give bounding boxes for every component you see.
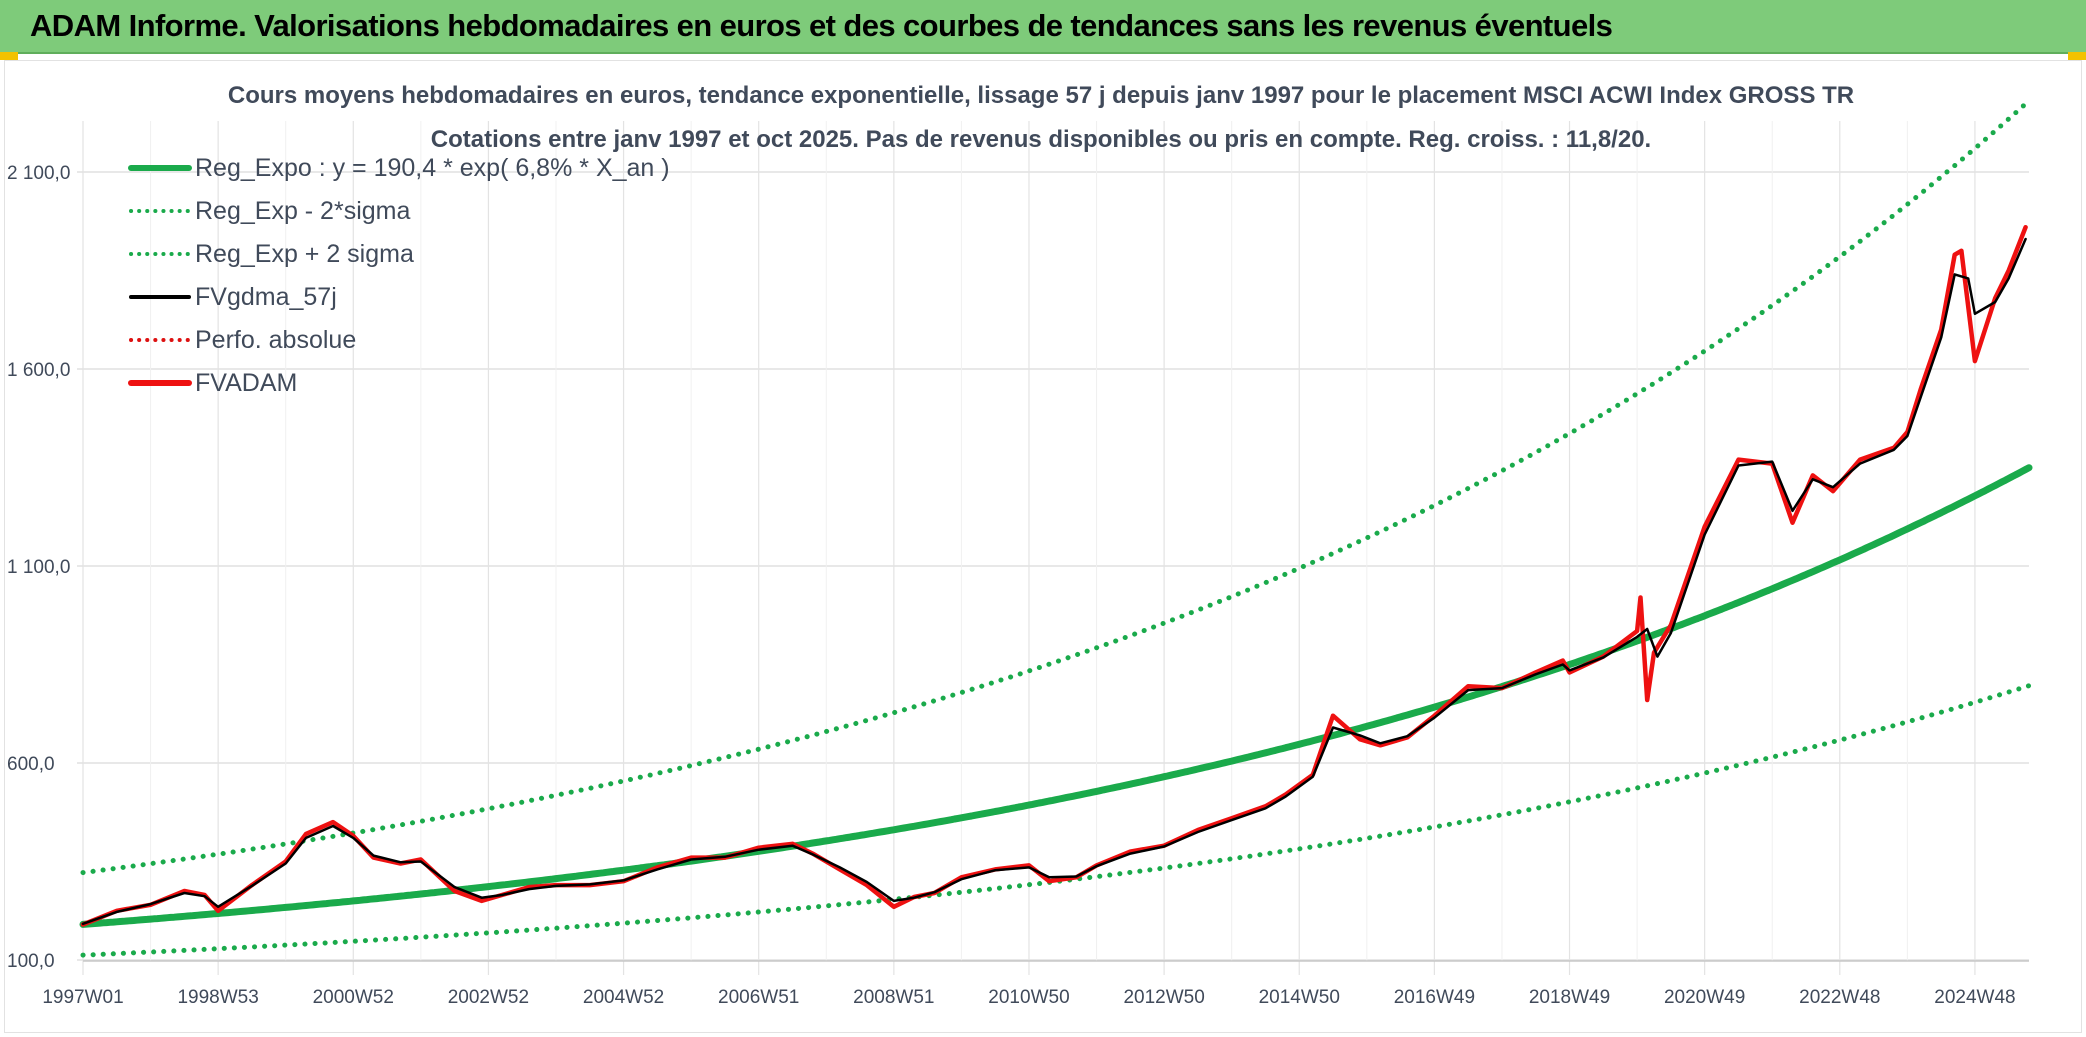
page-title: ADAM Informe. Valorisations hebdomadaire… (30, 8, 1613, 43)
x-tick-label: 2004W52 (583, 987, 664, 1008)
x-tick-label: 1997W01 (42, 987, 123, 1008)
legend-label: Reg_Exp + 2 sigma (195, 240, 414, 268)
chart-container: 100,0 600,0 1 100,0 1 600,0 2 100,0 1997W01 19… (4, 60, 2082, 1033)
series (79, 98, 2033, 958)
series-line-2 (80, 98, 2032, 876)
left-corner-marker (0, 52, 18, 60)
legend-label: FVgdma_57j (195, 283, 337, 311)
y-tick-label: 1 100,0 (7, 557, 70, 578)
right-corner-marker (2068, 52, 2086, 60)
x-tick-label: 2014W50 (1259, 987, 1340, 1008)
x-tick-label: 1998W53 (177, 987, 258, 1008)
series-line-3 (80, 224, 2028, 927)
x-tick-label: 2000W52 (313, 987, 394, 1008)
axis-ticks: 100,0 600,0 1 100,0 1 600,0 2 100,0 1997W01 19… (7, 163, 2016, 1008)
legend-label: Reg_Expo : y = 190,4 * exp( 6,8% * X_an … (195, 154, 670, 182)
x-tick-label: 2018W49 (1529, 987, 1610, 1008)
series-line-0 (79, 464, 2033, 928)
y-tick-label: 600,0 (7, 754, 55, 775)
y-tick-label: 2 100,0 (7, 163, 70, 184)
chart-svg: 100,0 600,0 1 100,0 1 600,0 2 100,0 1997W01 19… (7, 82, 2033, 1008)
x-tick-label: 2024W48 (1934, 987, 2015, 1008)
header-banner: ADAM Informe. Valorisations hebdomadaire… (0, 0, 2086, 54)
x-tick-label: 2012W50 (1123, 987, 1204, 1008)
x-tick-label: 2006W51 (718, 987, 799, 1008)
x-tick-label: 2008W51 (853, 987, 934, 1008)
legend: Reg_Expo : y = 190,4 * exp( 6,8% * X_an … (128, 154, 670, 397)
y-tick-label: 100,0 (7, 951, 55, 972)
legend-label: Perfo. absolue (195, 326, 356, 354)
series-line-1 (80, 683, 2032, 958)
chart-subtitle: Cotations entre janv 1997 et oct 2025. P… (431, 126, 1651, 153)
x-tick-label: 2022W48 (1799, 987, 1880, 1008)
series-line-4 (81, 237, 2027, 926)
y-tick-label: 1 600,0 (7, 360, 70, 381)
x-tick-label: 2010W50 (988, 987, 1069, 1008)
x-tick-label: 2016W49 (1394, 987, 1475, 1008)
legend-label: FVADAM (195, 369, 297, 397)
x-tick-label: 2020W49 (1664, 987, 1745, 1008)
x-tick-label: 2002W52 (448, 987, 529, 1008)
legend-label: Reg_Exp - 2*sigma (195, 197, 410, 225)
chart-title: Cours moyens hebdomadaires en euros, ten… (228, 82, 1854, 109)
